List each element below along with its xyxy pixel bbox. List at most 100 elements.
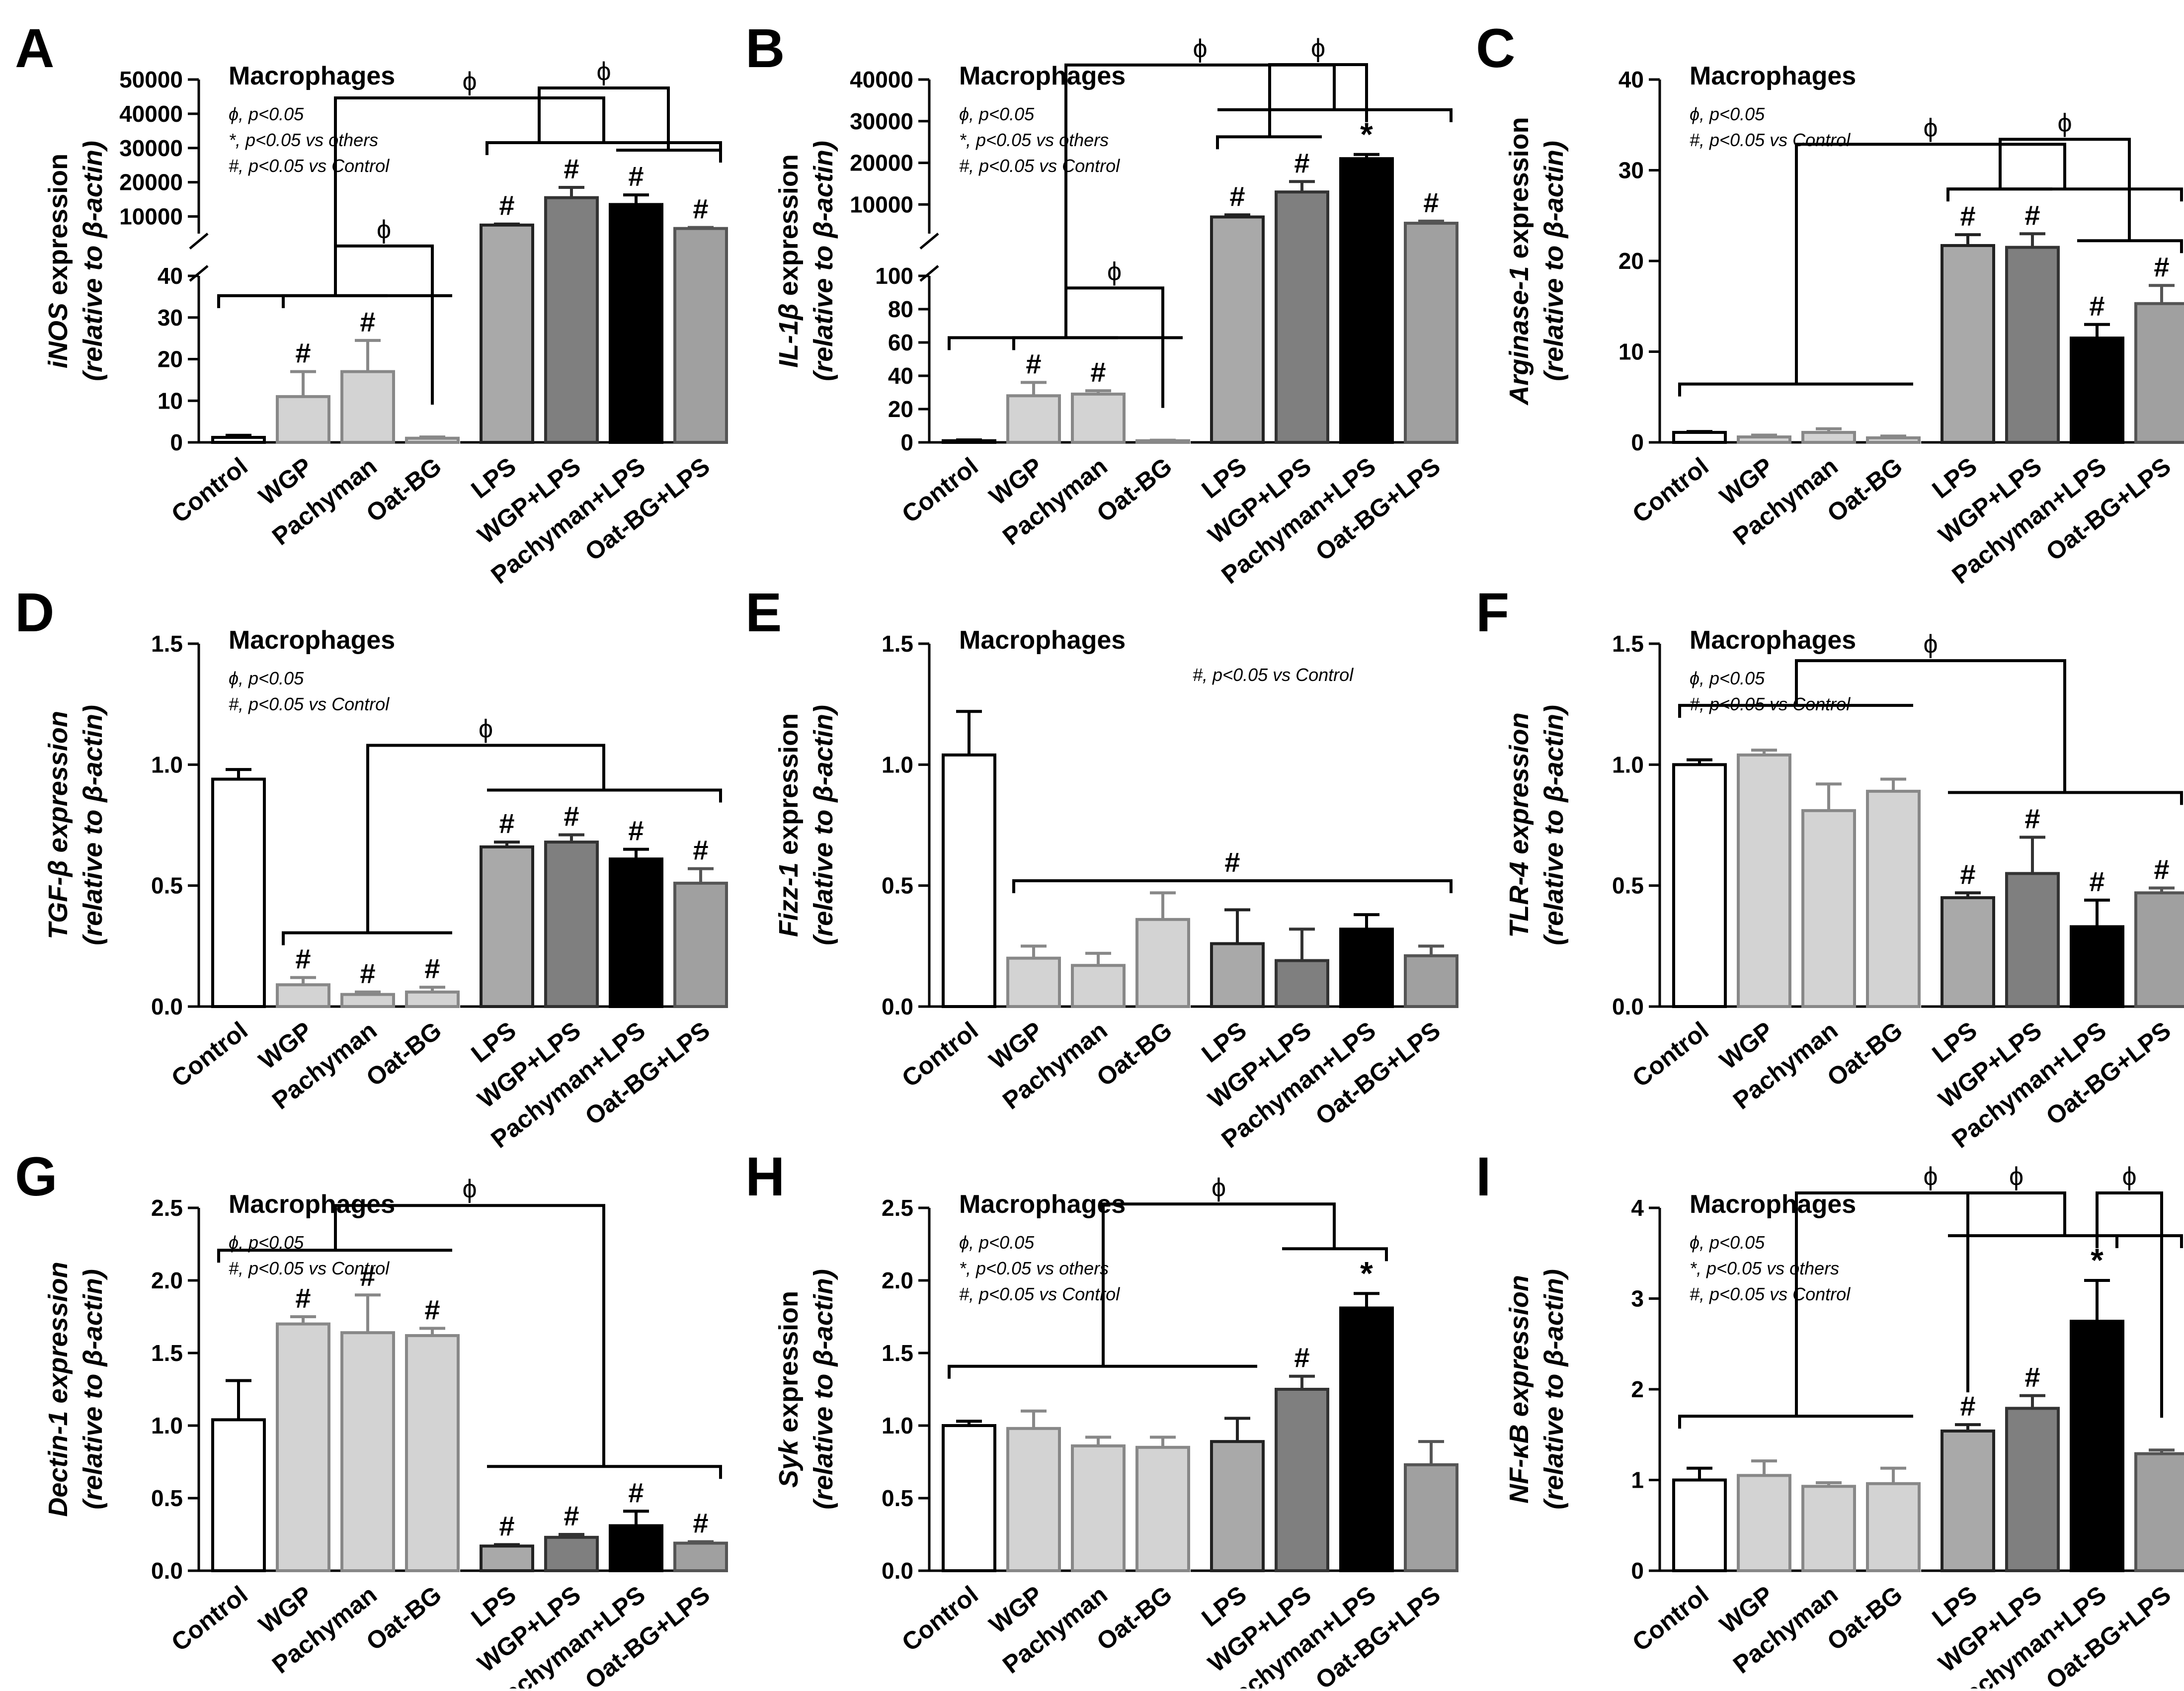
significance-mark: #: [295, 1282, 311, 1314]
significance-mark: #: [499, 808, 514, 839]
x-tick-label: Control: [896, 1016, 983, 1093]
panel-title: Macrophages: [959, 1190, 1126, 1219]
y-axis-title: Arginase-1 expression: [1504, 117, 1534, 406]
span-bracket: [1012, 879, 1453, 893]
y-axis-title-gene: NF-κB expression: [1504, 1275, 1534, 1504]
y-tick-label: 0.5: [151, 1485, 183, 1511]
bar: [1941, 896, 1995, 1008]
x-tick-label: Oat-BG: [361, 1016, 446, 1092]
legend-entry: #, p<0.05 vs Control: [959, 1284, 1120, 1304]
significance-mark: #: [2154, 251, 2169, 282]
bar: [673, 227, 728, 444]
x-tick-label: Oat-BG: [1091, 1016, 1177, 1092]
bar: [2134, 302, 2184, 444]
bar: [1275, 1388, 1329, 1572]
bracket-label: ϕ: [479, 714, 493, 743]
bar: [276, 1322, 330, 1572]
bar: [1801, 430, 1856, 444]
y-axis-subtitle: (relative to β-actin): [1539, 141, 1569, 381]
bar: [544, 196, 599, 444]
significance-mark: #: [1960, 1390, 1975, 1422]
legend-entry: ϕ, p<0.05: [229, 668, 304, 688]
panel-title: Macrophages: [229, 62, 395, 90]
bar: [1672, 430, 1727, 444]
y-tick-label: 30000: [850, 108, 913, 134]
y-tick-label: 20000: [850, 150, 913, 176]
axis-break-mark: [919, 265, 939, 282]
y-tick-label: 4: [1631, 1195, 1644, 1221]
y-tick-label: 1.0: [882, 1413, 913, 1438]
y-tick-label: 2.0: [882, 1268, 913, 1293]
bar: [1071, 964, 1126, 1008]
x-tick-label: Control: [166, 452, 253, 529]
bar: [211, 435, 266, 444]
comparison-bracket: [2096, 1191, 2163, 1418]
y-tick-label: 2: [1631, 1376, 1644, 1402]
bracket-label: ϕ: [1193, 34, 1207, 63]
bar: [1866, 436, 1921, 444]
comparison-bracket: [485, 86, 722, 163]
significance-mark: #: [1423, 187, 1439, 218]
x-tick-label: Control: [166, 1016, 253, 1093]
bar: [1210, 215, 1265, 444]
bar: [340, 1331, 395, 1572]
legend-entry: #, p<0.05 vs Control: [229, 1258, 390, 1278]
significance-mark: #: [2024, 803, 2040, 834]
bracket-label: ϕ: [2057, 108, 2072, 137]
y-tick-label: 20: [158, 346, 183, 372]
y-axis-title: iNOS expression: [43, 154, 73, 368]
bar: [1801, 1485, 1856, 1573]
bracket-label: ϕ: [1212, 1173, 1226, 1202]
y-axis-title-gene: Dectin-1 expression: [43, 1262, 73, 1517]
y-axis-title-gene: IL-1β: [774, 303, 804, 368]
y-tick-label: 0.0: [882, 1558, 913, 1584]
x-tick-label: Oat-BG: [361, 452, 446, 528]
panel-letter: G: [15, 1146, 58, 1207]
legend-entry: *, p<0.05 vs others: [229, 130, 378, 150]
bar: [405, 990, 460, 1008]
x-tick-label: Control: [166, 1581, 253, 1657]
bar: [1006, 956, 1061, 1009]
bracket-label: ϕ: [2122, 1162, 2136, 1191]
y-axis-title-gene: TGF-β expression: [43, 711, 73, 939]
bar: [1737, 1474, 1791, 1572]
bar: [673, 881, 728, 1008]
bar: [340, 370, 395, 444]
legend-entry: ϕ, p<0.05: [959, 104, 1035, 124]
significance-mark: #: [628, 815, 644, 846]
y-tick-label: 0: [170, 429, 183, 455]
y-tick-label: 1.0: [151, 1413, 183, 1438]
bar: [1135, 918, 1190, 1008]
significance-mark: #: [628, 161, 644, 192]
panel-title: Macrophages: [229, 626, 395, 655]
y-tick-label: 1.5: [151, 1340, 183, 1366]
y-tick-label: 10000: [850, 191, 913, 217]
comparison-bracket: [1216, 63, 1368, 150]
y-tick-label: 30000: [119, 135, 183, 161]
comparison-bracket: [1012, 286, 1164, 408]
bar: [673, 1541, 728, 1573]
panel-i: I 0 1 2 3 4 NF-κB expression (relative to β-act…: [1476, 1146, 2184, 1691]
bracket-label: ϕ: [1923, 113, 1938, 142]
panel-letter: F: [1476, 582, 1509, 643]
significance-mark: #: [693, 1508, 708, 1539]
y-tick-label: 40000: [850, 67, 913, 92]
y-tick-label: 40: [1618, 67, 1644, 92]
bar: [1404, 222, 1458, 444]
bar: [1941, 1429, 1995, 1572]
y-tick-label: 100: [875, 263, 913, 289]
bracket-label: ϕ: [2009, 1162, 2023, 1191]
significance-mark: #: [360, 306, 375, 338]
y-axis-title: Dectin-1 expression: [43, 1262, 73, 1517]
bar: [942, 753, 996, 1008]
y-tick-label: 0.0: [151, 994, 183, 1019]
significance-mark: #: [628, 1477, 644, 1508]
bracket-label: ϕ: [462, 1175, 477, 1203]
y-axis-title-rest: expression: [43, 154, 73, 303]
bracket-label: ϕ: [1923, 630, 1938, 659]
y-tick-label: 80: [888, 296, 913, 322]
y-tick-label: 2.5: [151, 1195, 183, 1221]
bar: [2070, 337, 2124, 444]
bar: [211, 777, 266, 1008]
legend-entry: #, p<0.05 vs Control: [1193, 665, 1354, 685]
